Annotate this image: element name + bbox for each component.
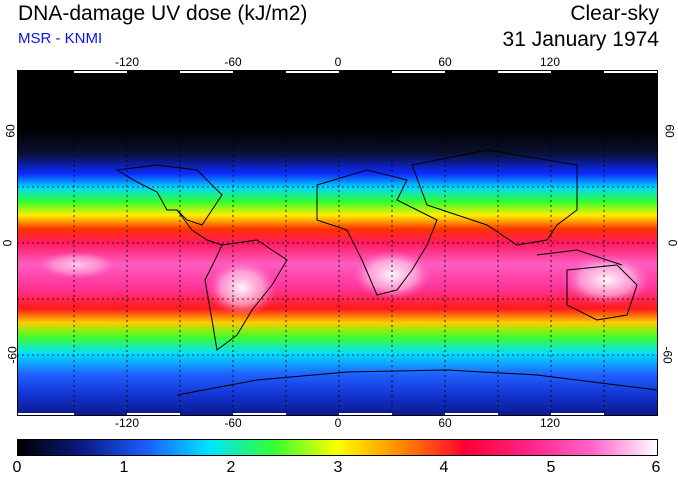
sky-condition: Clear-sky — [570, 2, 659, 25]
coast-north-america — [115, 164, 223, 226]
lon-label-top: -60 — [224, 55, 242, 69]
graticule — [17, 70, 658, 416]
coast-south-america — [204, 239, 288, 351]
coast-central-america — [176, 209, 223, 246]
map-date: 31 January 1974 — [502, 28, 659, 51]
coast-europe-africa — [316, 169, 438, 296]
colorbar-label: 0 — [12, 459, 22, 476]
coastlines — [115, 149, 658, 396]
colorbar-label: 1 — [119, 459, 129, 476]
lat-label-right: 60 — [662, 124, 677, 138]
lat-label-right: -60 — [660, 346, 675, 364]
coast-australia — [566, 264, 638, 321]
lon-label-bottom: 0 — [334, 416, 342, 430]
lon-label-top: 0 — [334, 55, 342, 69]
coast-asia — [411, 149, 578, 246]
frame-ticks — [17, 70, 658, 416]
hotspot-australia — [562, 255, 652, 305]
colorbar-label: 3 — [333, 459, 343, 476]
lon-label-top: 60 — [438, 55, 452, 69]
colorbar-label: 6 — [651, 459, 661, 476]
source-label: MSR - KNMI — [18, 30, 103, 47]
colorbar — [17, 439, 658, 456]
lon-label-bottom: 120 — [539, 416, 561, 430]
lon-label-bottom: -60 — [224, 416, 242, 430]
lat-label-left: 60 — [3, 124, 18, 138]
hotspot-pacific — [37, 251, 117, 279]
lon-label-bottom: -120 — [114, 416, 140, 430]
hotspot-south-america — [207, 260, 277, 316]
uv-dose-map — [17, 70, 658, 416]
colorbar-label: 4 — [439, 459, 449, 476]
map-frame — [17, 70, 658, 416]
colorbar-label: 2 — [226, 459, 236, 476]
colorbar-label: 5 — [546, 459, 556, 476]
coast-indonesia — [536, 249, 623, 266]
lon-label-bottom: 60 — [438, 416, 452, 430]
lat-label-left: 0 — [0, 239, 15, 247]
coast-antarctica — [176, 369, 658, 396]
lat-label-right: 0 — [666, 240, 678, 247]
map-title: DNA-damage UV dose (kJ/m2) — [18, 2, 308, 25]
lon-label-top: 120 — [539, 55, 561, 69]
lon-label-top: -120 — [114, 55, 140, 69]
